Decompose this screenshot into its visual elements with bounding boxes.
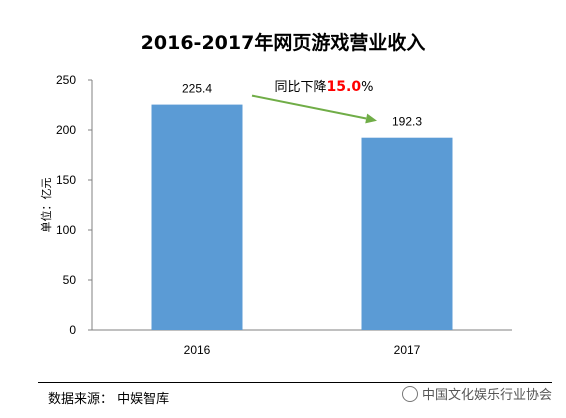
x-tick-label: 2017 — [394, 343, 421, 357]
chart-axes: 0 50 100 150 200 250 单位：亿元 — [39, 73, 512, 337]
y-axis-label: 单位：亿元 — [39, 178, 53, 233]
wechat-icon — [401, 385, 418, 402]
trend-arrow-line — [251, 94, 367, 120]
y-tick-label: 150 — [56, 173, 76, 187]
bar-value-label: 225.4 — [182, 82, 212, 96]
y-tick-label: 250 — [56, 73, 76, 87]
chart-title: 2016-2017年网页游戏营业收入 — [140, 32, 426, 54]
yoy-change-text: 同比下降15.0% — [275, 79, 374, 95]
watermark-text: 中国文化娱乐行业协会 — [421, 388, 552, 403]
bar-value-label: 192.3 — [392, 115, 422, 129]
footer-divider — [38, 382, 552, 383]
yoy-value: 15.0 — [327, 79, 362, 95]
trend-annotation: 同比下降15.0% — [251, 79, 377, 124]
yoy-suffix: % — [361, 80, 373, 95]
y-tick-label: 50 — [63, 273, 77, 287]
chart-bars — [151, 104, 453, 330]
data-source: 数据来源： 中娱智库 — [48, 392, 170, 407]
watermark: 中国文化娱乐行业协会 — [401, 384, 552, 403]
trend-arrow-head — [365, 113, 377, 124]
y-tick-label: 0 — [69, 323, 76, 337]
y-tick-label: 200 — [56, 123, 76, 137]
y-tick-label: 100 — [56, 223, 76, 237]
x-tick-label: 2016 — [184, 343, 211, 357]
chart-labels: 225.4 2016 192.3 2017 — [182, 82, 422, 357]
bar — [361, 137, 453, 330]
bar — [151, 104, 243, 330]
yoy-prefix: 同比下降 — [275, 80, 327, 95]
